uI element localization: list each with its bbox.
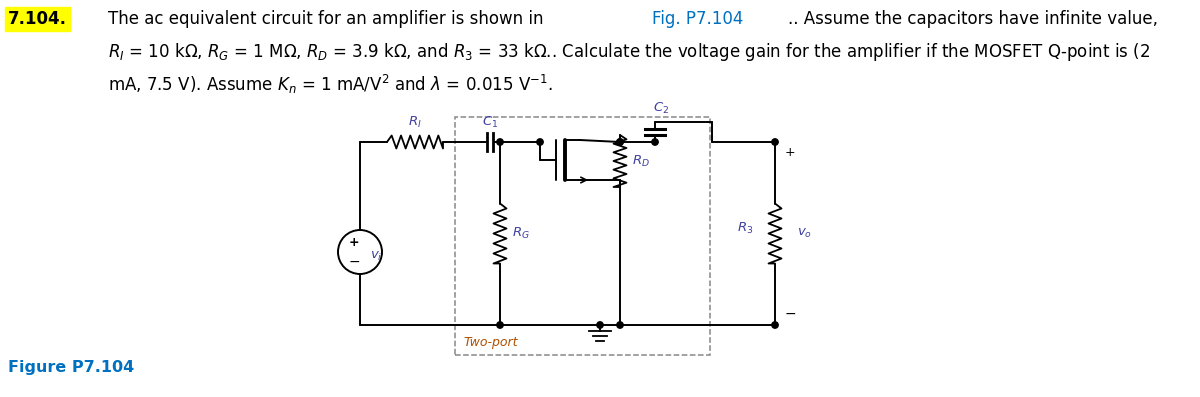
Text: .. Assume the capacitors have infinite value,: .. Assume the capacitors have infinite v… [788, 10, 1158, 28]
Text: 7.104.: 7.104. [8, 10, 67, 28]
Circle shape [596, 322, 604, 328]
Text: −: − [348, 255, 360, 269]
Circle shape [497, 139, 503, 145]
Circle shape [652, 139, 659, 145]
Text: $R_D$: $R_D$ [632, 154, 650, 169]
Circle shape [497, 322, 503, 328]
Circle shape [772, 139, 779, 145]
Text: $v_o$: $v_o$ [797, 227, 812, 240]
Text: Two-port: Two-port [463, 336, 517, 349]
Text: Fig. P7.104: Fig. P7.104 [652, 10, 743, 28]
Text: $R_I$ = 10 k$\Omega$, $R_G$ = 1 M$\Omega$, $R_D$ = 3.9 k$\Omega$, and $R_3$ = 33: $R_I$ = 10 k$\Omega$, $R_G$ = 1 M$\Omega… [108, 41, 1150, 63]
Text: −: − [785, 307, 797, 321]
Circle shape [617, 139, 623, 145]
Text: +: + [785, 146, 796, 159]
Text: +: + [349, 237, 359, 249]
Text: The ac equivalent circuit for an amplifier is shown in: The ac equivalent circuit for an amplifi… [108, 10, 548, 28]
Circle shape [617, 139, 623, 145]
Text: $R_I$: $R_I$ [408, 115, 422, 130]
Circle shape [772, 322, 779, 328]
Text: $C_2$: $C_2$ [653, 101, 670, 116]
Text: $R_3$: $R_3$ [737, 221, 754, 236]
Text: $v_i$: $v_i$ [370, 249, 383, 262]
Bar [455, 117, 710, 355]
Circle shape [536, 139, 544, 145]
Circle shape [617, 322, 623, 328]
Text: $C_1$: $C_1$ [482, 115, 498, 130]
Text: mA, 7.5 V). Assume $K_n$ = 1 mA/V$^2$ and $\lambda$ = 0.015 V$^{-1}$.: mA, 7.5 V). Assume $K_n$ = 1 mA/V$^2$ an… [108, 73, 553, 96]
Text: Figure P7.104: Figure P7.104 [8, 360, 134, 375]
Text: $R_G$: $R_G$ [512, 226, 530, 241]
